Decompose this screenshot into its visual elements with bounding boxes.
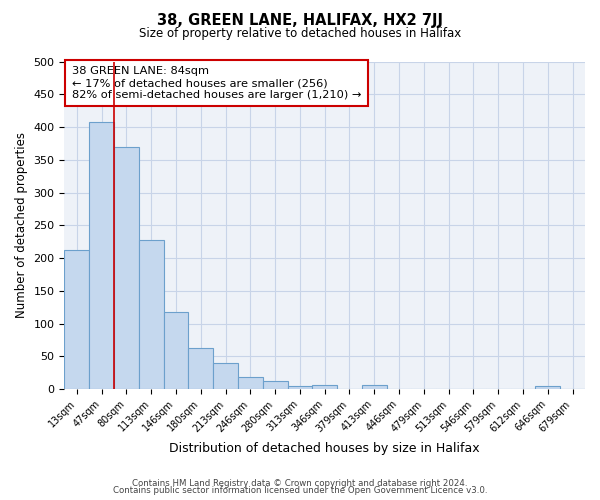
Text: Contains public sector information licensed under the Open Government Licence v3: Contains public sector information licen…	[113, 486, 487, 495]
Bar	[64, 250, 89, 389]
Bar	[139, 240, 164, 389]
X-axis label: Distribution of detached houses by size in Halifax: Distribution of detached houses by size …	[169, 442, 480, 455]
Text: 38 GREEN LANE: 84sqm
← 17% of detached houses are smaller (256)
82% of semi-deta: 38 GREEN LANE: 84sqm ← 17% of detached h…	[72, 66, 362, 100]
Bar	[238, 377, 263, 389]
Bar	[287, 386, 313, 389]
Y-axis label: Number of detached properties: Number of detached properties	[15, 132, 28, 318]
Bar	[313, 385, 337, 389]
Bar	[188, 348, 213, 389]
Text: Contains HM Land Registry data © Crown copyright and database right 2024.: Contains HM Land Registry data © Crown c…	[132, 478, 468, 488]
Bar	[535, 386, 560, 389]
Bar	[362, 385, 386, 389]
Bar	[114, 146, 139, 389]
Text: Size of property relative to detached houses in Halifax: Size of property relative to detached ho…	[139, 28, 461, 40]
Text: 38, GREEN LANE, HALIFAX, HX2 7JJ: 38, GREEN LANE, HALIFAX, HX2 7JJ	[157, 12, 443, 28]
Bar	[89, 122, 114, 389]
Bar	[164, 312, 188, 389]
Bar	[263, 380, 287, 389]
Bar	[213, 363, 238, 389]
